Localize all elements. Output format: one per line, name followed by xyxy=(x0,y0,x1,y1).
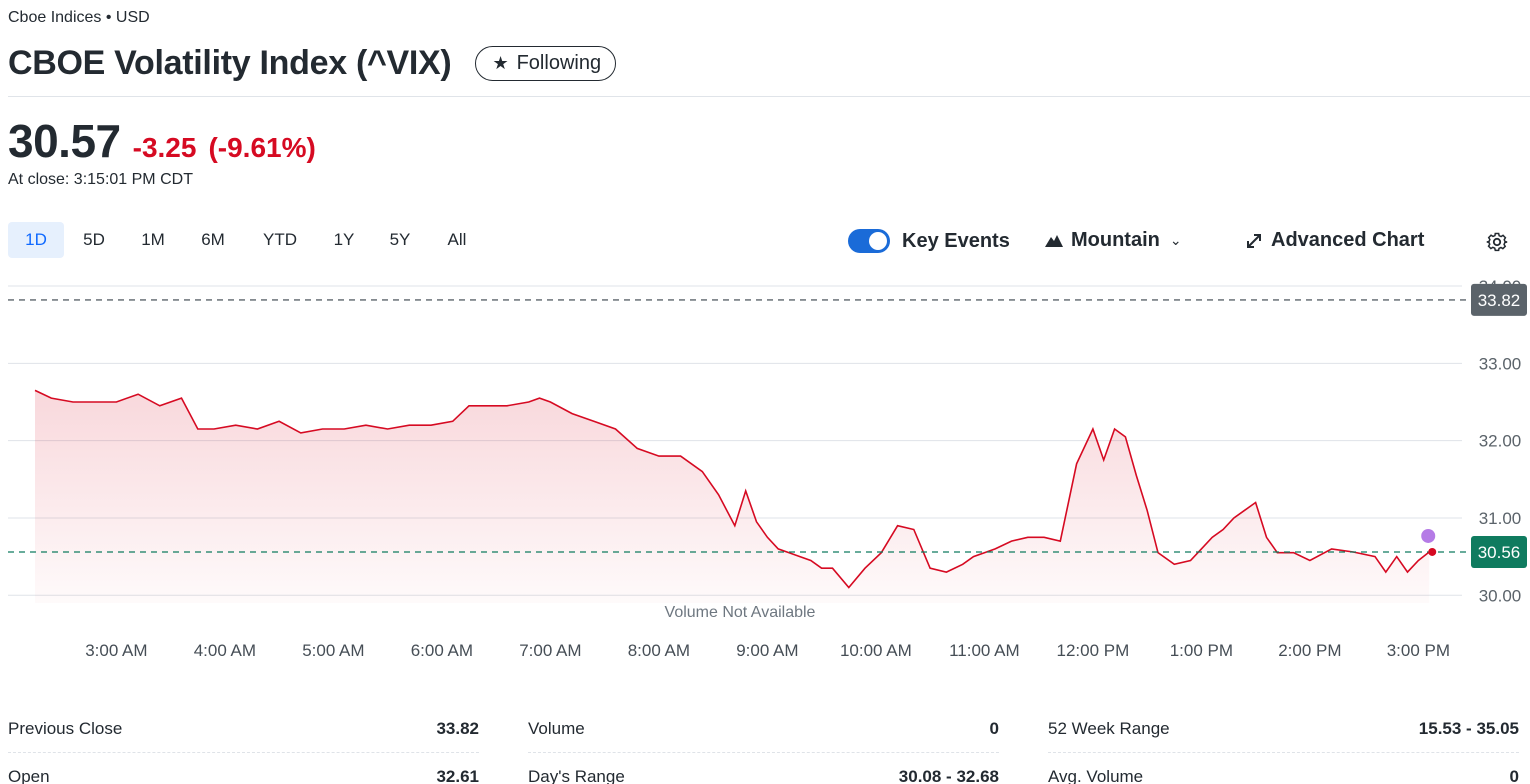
price-change: -3.25 xyxy=(132,132,197,163)
star-icon: ★ xyxy=(492,53,509,73)
range-tab-5y[interactable]: 5Y xyxy=(389,230,411,249)
page-title: CBOE Volatility Index (^VIX) xyxy=(8,44,452,82)
exchange-label: Cboe Indices • USD xyxy=(8,9,150,26)
stat-label: Day's Range xyxy=(528,766,625,784)
price-change-percent: (-9.61%) xyxy=(208,132,316,163)
x-tick-label: 10:00 AM xyxy=(840,641,912,660)
stat-value: 32.61 xyxy=(436,766,479,784)
key-event-marker[interactable] xyxy=(1421,528,1436,543)
key-events-toggle[interactable] xyxy=(848,229,890,253)
stat-value: 0 xyxy=(1509,766,1519,784)
y-tick-label: 33.00 xyxy=(1479,354,1522,373)
chart-type-label: Mountain xyxy=(1071,229,1160,251)
x-tick-label: 11:00 AM xyxy=(949,641,1020,660)
range-tab-1y[interactable]: 1Y xyxy=(333,230,355,249)
stats-column: 52 Week Range 15.53 - 35.05 Avg. Volume 0 xyxy=(1048,705,1519,784)
toggle-knob xyxy=(869,232,887,250)
close-time: At close: 3:15:01 PM CDT xyxy=(8,171,193,188)
stat-row: Previous Close 33.82 xyxy=(8,705,479,753)
key-events-label: Key Events xyxy=(902,229,1010,252)
x-tick-label: 9:00 AM xyxy=(736,641,798,660)
key-events-toggle-group: Key Events xyxy=(848,229,1010,253)
y-tick-label: 30.00 xyxy=(1479,586,1522,605)
chevron-down-icon: ⌄ xyxy=(1169,232,1182,248)
advanced-chart-label: Advanced Chart xyxy=(1271,229,1425,251)
following-label: Following xyxy=(516,52,602,74)
stat-row: Volume 0 xyxy=(528,705,999,753)
range-tabs: 1D 5D 1M 6M YTD 1Y 5Y All xyxy=(8,222,486,258)
price-area-fill xyxy=(35,390,1430,603)
stat-label: Volume xyxy=(528,718,585,738)
stats-column: Previous Close 33.82 Open 32.61 xyxy=(8,705,479,784)
stat-row: Open 32.61 xyxy=(8,753,479,784)
expand-icon xyxy=(1247,233,1261,248)
range-tab-6m[interactable]: 6M xyxy=(201,230,225,249)
range-tab-5d[interactable]: 5D xyxy=(83,230,105,249)
stat-label: Avg. Volume xyxy=(1048,766,1144,784)
x-tick-label: 1:00 PM xyxy=(1170,641,1233,660)
current-price-label: 30.56 xyxy=(1478,543,1521,562)
y-tick-label: 32.00 xyxy=(1479,432,1522,451)
stat-label: Open xyxy=(8,766,50,784)
last-point-marker xyxy=(1428,547,1437,556)
y-tick-label: 31.00 xyxy=(1479,509,1522,528)
stats-column: Volume 0 Day's Range 30.08 - 32.68 xyxy=(528,705,999,784)
mountain-icon xyxy=(1045,234,1063,247)
x-tick-label: 4:00 AM xyxy=(194,641,256,660)
following-button[interactable]: ★ Following xyxy=(475,46,617,81)
range-tab-ytd[interactable]: YTD xyxy=(263,230,297,249)
stat-label: 52 Week Range xyxy=(1048,718,1170,738)
chart-type-dropdown[interactable]: Mountain ⌄ xyxy=(1045,229,1182,252)
title-row: CBOE Volatility Index (^VIX) ★ Following xyxy=(8,44,617,83)
stat-value: 0 xyxy=(989,718,999,738)
x-tick-label: 7:00 AM xyxy=(519,641,581,660)
volume-note: Volume Not Available xyxy=(665,604,816,621)
x-tick-label: 6:00 AM xyxy=(411,641,473,660)
price-row: 30.57 -3.25 (-9.61%) xyxy=(8,114,316,168)
x-tick-label: 12:00 PM xyxy=(1056,641,1129,660)
stat-value: 15.53 - 35.05 xyxy=(1418,718,1519,738)
previous-close-label: 33.82 xyxy=(1478,291,1521,310)
current-price-badge xyxy=(1471,535,1527,568)
stat-value: 30.08 - 32.68 xyxy=(898,766,999,784)
x-tick-label: 2:00 PM xyxy=(1278,641,1341,660)
stat-row: Day's Range 30.08 - 32.68 xyxy=(528,753,999,784)
range-tab-all[interactable]: All xyxy=(447,230,467,249)
header-divider xyxy=(8,96,1530,97)
stat-row: Avg. Volume 0 xyxy=(1048,753,1519,784)
x-tick-label: 8:00 AM xyxy=(628,641,690,660)
stat-label: Previous Close xyxy=(8,718,123,738)
stat-row: 52 Week Range 15.53 - 35.05 xyxy=(1048,705,1519,753)
x-tick-label: 3:00 AM xyxy=(85,641,147,660)
range-tab-1d[interactable]: 1D xyxy=(8,222,64,258)
previous-close-badge xyxy=(1471,283,1527,316)
advanced-chart-button[interactable]: Advanced Chart xyxy=(1245,229,1424,252)
x-tick-label: 3:00 PM xyxy=(1387,641,1450,660)
range-tab-1m[interactable]: 1M xyxy=(141,230,165,249)
price-line xyxy=(34,389,1430,589)
gear-icon xyxy=(1486,232,1508,252)
stat-value: 33.82 xyxy=(436,718,479,738)
x-tick-label: 5:00 AM xyxy=(302,641,364,660)
current-price: 30.57 xyxy=(8,115,121,167)
settings-button[interactable] xyxy=(1486,231,1508,258)
